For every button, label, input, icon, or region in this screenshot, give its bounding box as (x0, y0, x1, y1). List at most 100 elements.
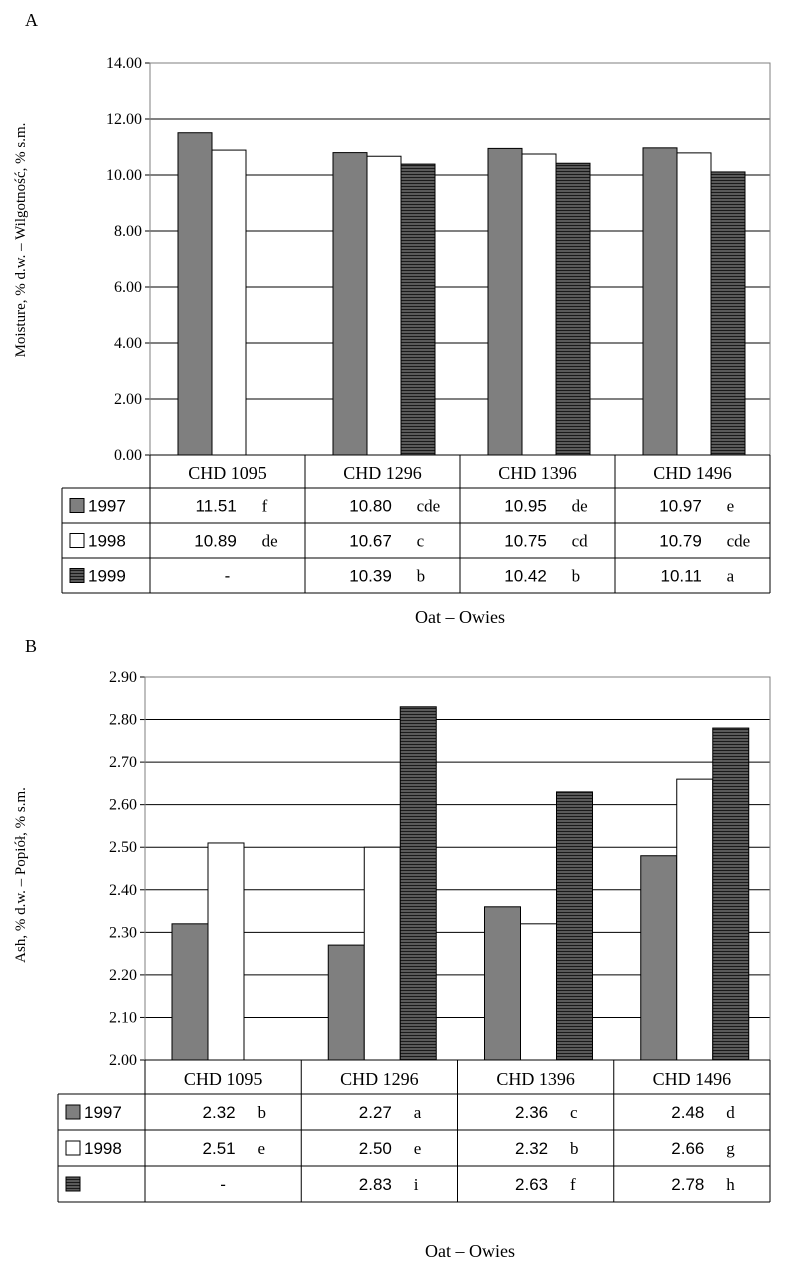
data-label: 10.80 (349, 497, 392, 516)
y-tick-label: 2.00 (114, 391, 142, 408)
significance-letter: f (262, 497, 268, 516)
panel-b-letter: B (25, 636, 37, 656)
significance-letter: g (726, 1139, 735, 1158)
legend-swatch-1997 (66, 1105, 80, 1119)
y-tick-label: 12.00 (106, 111, 142, 128)
panel-a-xlabel: Oat – Owies (415, 607, 505, 627)
data-label: 2.78 (671, 1175, 704, 1194)
significance-letter: e (414, 1139, 422, 1158)
panel-b-bars (172, 707, 749, 1060)
bar-1999-chd-1496 (711, 172, 745, 455)
legend-label: 1998 (88, 532, 126, 551)
data-label: 2.63 (515, 1175, 548, 1194)
y-tick-label: 2.60 (109, 797, 137, 814)
y-tick-label: 2.40 (109, 882, 137, 899)
y-tick-label: 2.20 (109, 967, 137, 984)
significance-letter: a (414, 1103, 422, 1122)
data-label: 10.95 (504, 497, 547, 516)
x-category-label: CHD 1296 (340, 1069, 419, 1089)
data-label: 10.67 (349, 532, 392, 551)
bar-1997-chd-1095 (178, 133, 212, 455)
significance-letter: b (570, 1139, 579, 1158)
y-tick-label: 2.00 (109, 1052, 137, 1069)
x-category-label: CHD 1496 (653, 463, 732, 483)
bar-1998-chd-1296 (364, 847, 400, 1060)
legend-label: 1999 (88, 567, 126, 586)
y-tick-label: 2.50 (109, 839, 137, 856)
significance-letter: cde (727, 532, 751, 551)
y-tick-label: 14.00 (106, 55, 142, 72)
panel-a-data-table: CHD 1095 CHD 1296 CHD 1396 CHD 1496 1997 11.5… (62, 455, 770, 593)
panel-b-y-tick-labels: 2.00 2.10 2.20 2.30 2.40 2.50 2.60 2.70 2.80 2.90 (109, 669, 137, 1069)
data-label: 10.39 (349, 567, 392, 586)
x-category-label: CHD 1296 (343, 463, 422, 483)
bar-1998-chd-1095 (212, 150, 246, 455)
legend-swatch-1998 (66, 1141, 80, 1155)
panel-a: A Moisture, % d.w. – Wilgotność, % s.m. … (13, 10, 770, 627)
significance-letter: e (258, 1139, 266, 1158)
panel-b-xlabel: Oat – Owies (425, 1241, 515, 1261)
bar-series-3-chd-1496 (713, 728, 749, 1060)
data-label: 2.32 (515, 1139, 548, 1158)
bar-1998-chd-1396 (521, 924, 557, 1060)
data-label: 2.36 (515, 1103, 548, 1122)
y-tick-label: 0.00 (114, 447, 142, 464)
data-label: 2.66 (671, 1139, 704, 1158)
x-category-label: CHD 1095 (184, 1069, 263, 1089)
significance-letter: de (262, 532, 278, 551)
data-label: 10.89 (194, 532, 237, 551)
data-label: 2.51 (203, 1139, 236, 1158)
legend-label: 1997 (88, 497, 126, 516)
legend-swatch-1998 (70, 534, 84, 548)
data-label: 10.11 (661, 567, 702, 586)
y-tick-label: 6.00 (114, 279, 142, 296)
bar-1998-chd-1396 (522, 154, 556, 455)
panel-b-data-table: CHD 1095 CHD 1296 CHD 1396 CHD 1496 1997 2.32… (58, 1060, 770, 1202)
x-category-label: CHD 1396 (496, 1069, 575, 1089)
legend-swatch-series-3 (66, 1177, 80, 1191)
y-tick-label: 2.30 (109, 924, 137, 941)
y-tick-label: 2.90 (109, 669, 137, 686)
significance-letter: b (258, 1103, 267, 1122)
bar-series-3-chd-1396 (557, 792, 593, 1060)
data-label: 10.97 (659, 497, 702, 516)
data-label: 10.79 (659, 532, 702, 551)
y-tick-label: 8.00 (114, 223, 142, 240)
y-tick-label: 2.70 (109, 754, 137, 771)
significance-letter: cde (417, 497, 441, 516)
data-label: 2.83 (359, 1175, 392, 1194)
significance-letter: h (726, 1175, 735, 1194)
significance-letter: cd (572, 532, 589, 551)
bar-1998-chd-1496 (677, 779, 713, 1060)
bar-1998-chd-1296 (367, 156, 401, 455)
y-tick-label: 4.00 (114, 335, 142, 352)
y-tick-label: 2.80 (109, 712, 137, 729)
legend-label: 1997 (84, 1103, 122, 1122)
x-category-label: CHD 1095 (188, 463, 267, 483)
data-label: 2.50 (359, 1139, 392, 1158)
bar-1997-chd-1095 (172, 924, 208, 1060)
significance-letter: de (572, 497, 588, 516)
significance-letter: f (570, 1175, 576, 1194)
bar-1997-chd-1496 (643, 148, 677, 455)
data-label: 2.48 (671, 1103, 704, 1122)
x-category-label: CHD 1496 (653, 1069, 732, 1089)
data-label: 2.27 (359, 1103, 392, 1122)
significance-letter: c (570, 1103, 578, 1122)
significance-letter: d (726, 1103, 735, 1122)
data-label: 11.51 (196, 497, 237, 516)
bar-1999-chd-1396 (556, 163, 590, 455)
bar-1998-chd-1095 (208, 843, 244, 1060)
significance-letter: b (572, 567, 581, 586)
x-category-label: CHD 1396 (498, 463, 577, 483)
panel-a-y-tick-labels: 0.00 2.00 4.00 6.00 8.00 10.00 12.00 14.00 (106, 55, 142, 464)
bar-1999-chd-1296 (401, 164, 435, 455)
significance-letter: b (417, 567, 426, 586)
bar-1997-chd-1296 (328, 945, 364, 1060)
panel-b: B Ash, % d.w. – Popiół, % s.m. 2.002.102… (13, 636, 770, 1261)
panel-a-bars (178, 133, 745, 455)
data-label: 2.32 (203, 1103, 236, 1122)
panel-b-ylabel: Ash, % d.w. – Popiół, % s.m. (13, 787, 29, 963)
bar-1997-chd-1296 (333, 153, 367, 455)
